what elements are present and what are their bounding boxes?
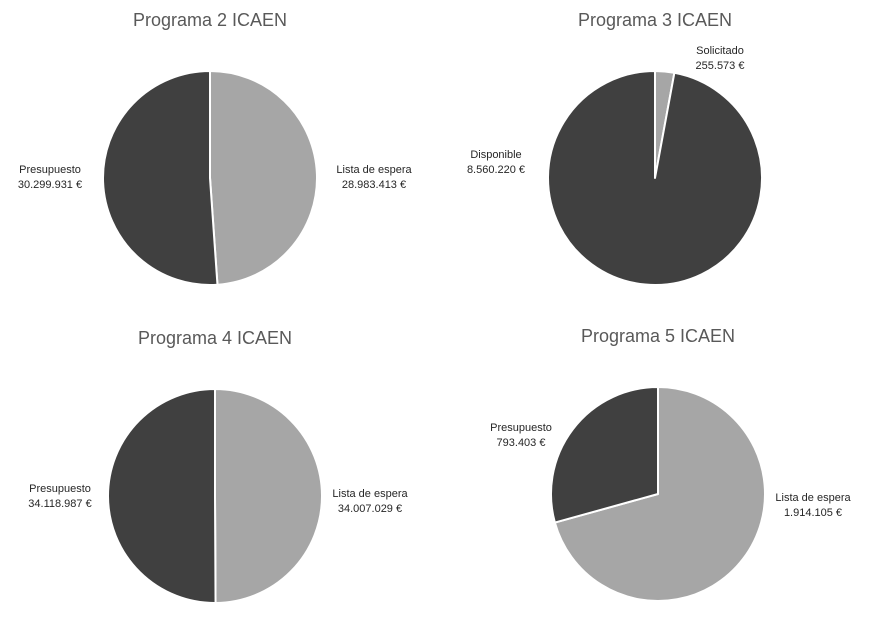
data-label-lista-de-espera: Lista de espera 1.914.105 € [763,491,863,521]
pie-slice-presupuesto [102,70,219,286]
chart-title: Programa 3 ICAEN [577,10,733,30]
pie-slice-lista-de-espera [214,388,324,604]
chart-title: Programa 5 ICAEN [580,326,736,346]
slice-value: 8.560.220 € [466,164,526,176]
data-label-presupuesto: Presupuesto 30.299.931 € [0,163,100,193]
slice-name: Lista de espera [775,492,851,504]
slice-name: Presupuesto [19,164,81,176]
slice-value: 34.007.029 € [337,503,403,515]
slice-name: Disponible [470,149,522,161]
slice-name: Presupuesto [29,483,91,495]
data-label-presupuesto: Presupuesto 793.403 € [471,421,571,451]
slice-name: Presupuesto [490,422,552,434]
data-label-lista-de-espera: Lista de espera 34.007.029 € [320,487,420,517]
slice-value: 30.299.931 € [17,179,83,191]
slice-value: 255.573 € [695,60,745,72]
slice-name: Lista de espera [332,488,408,500]
data-label-disponible: Disponible 8.560.220 € [446,148,546,178]
pie-slice-presupuesto [550,386,659,524]
pie-slice-presupuesto [107,388,217,604]
slice-value: 1.914.105 € [783,507,843,519]
data-label-presupuesto: Presupuesto 34.118.987 € [10,482,110,512]
data-label-lista-de-espera: Lista de espera 28.983.413 € [324,163,424,193]
slice-name: Lista de espera [336,164,412,176]
slice-value: 28.983.413 € [341,179,407,191]
chart-title: Programa 2 ICAEN [132,10,288,30]
pie-slice-lista-de-espera [553,386,766,602]
slice-name: Solicitado [696,45,744,57]
slice-value: 793.403 € [496,437,546,449]
pie-slice-disponible [547,70,763,286]
chart-title: Programa 4 ICAEN [137,328,293,348]
data-label-solicitado: Solicitado 255.573 € [670,44,770,74]
slice-value: 34.118.987 € [28,498,92,510]
pie-slice-lista-de-espera [209,70,319,286]
